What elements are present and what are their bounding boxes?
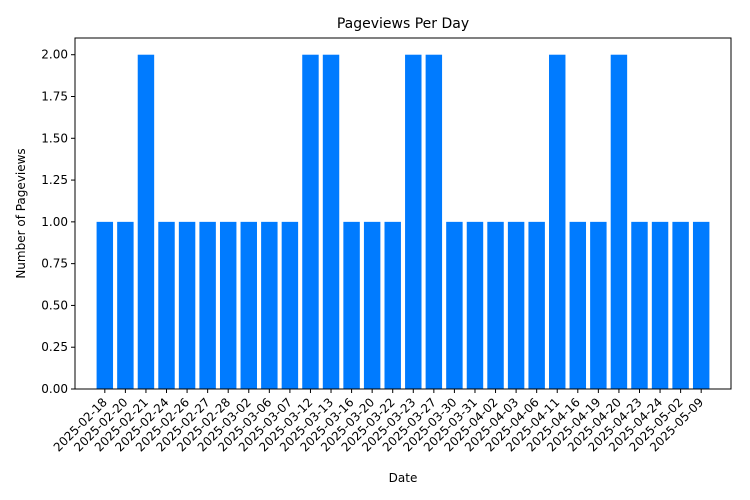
y-tick-label: 1.75 — [41, 90, 68, 104]
bar-2025-03-02 — [240, 221, 257, 389]
bar-2025-03-23 — [405, 54, 422, 390]
bar-2025-03-07 — [281, 221, 299, 389]
y-tick-label: 1.25 — [41, 173, 68, 187]
bar-2025-04-06 — [528, 221, 545, 389]
bar-2025-03-20 — [363, 221, 381, 389]
bar-2025-03-31 — [466, 221, 484, 389]
y-tick-label: 1.50 — [41, 131, 68, 145]
bar-2025-03-30 — [446, 221, 463, 389]
bar-2025-04-16 — [569, 221, 587, 389]
bar-2025-03-27 — [425, 54, 443, 390]
bar-2025-02-21 — [137, 54, 155, 390]
bar-2025-05-09 — [692, 221, 710, 389]
bar-2025-05-02 — [672, 221, 689, 389]
y-tick-label: 0.25 — [41, 340, 68, 354]
bar-2025-02-24 — [158, 221, 175, 389]
bar-2025-02-20 — [117, 221, 134, 389]
bar-2025-02-28 — [219, 221, 237, 389]
bars-group — [96, 54, 710, 390]
bar-2025-03-22 — [384, 221, 401, 389]
y-tick-label: 0.75 — [41, 257, 68, 271]
y-axis-label: Number of Pageviews — [14, 148, 28, 278]
bar-2025-03-06 — [261, 221, 278, 389]
y-tick-label: 0.00 — [41, 382, 68, 396]
bar-2025-04-19 — [590, 221, 607, 389]
chart-title: Pageviews Per Day — [337, 16, 469, 32]
bar-2025-04-24 — [651, 221, 669, 389]
y-axis: 0.00 0.25 0.50 0.75 1.00 1.25 1.50 1.75 2.00 — [41, 48, 75, 396]
x-axis: 2025-02-182025-02-202025-02-212025-02-24… — [51, 389, 706, 454]
bar-2025-03-16 — [343, 221, 360, 389]
bar-2025-02-27 — [199, 221, 216, 389]
y-tick-label: 1.00 — [41, 215, 68, 229]
bar-2025-03-13 — [322, 54, 340, 390]
bar-2025-04-11 — [549, 54, 566, 390]
bar-2025-04-20 — [610, 54, 628, 390]
bar-2025-04-02 — [487, 221, 504, 389]
bar-2025-04-03 — [507, 221, 525, 389]
bar-2025-02-18 — [96, 221, 114, 389]
bar-2025-04-23 — [631, 221, 648, 389]
bar-2025-03-12 — [302, 54, 319, 390]
y-tick-label: 2.00 — [41, 48, 68, 62]
y-tick-label: 0.50 — [41, 298, 68, 312]
x-axis-label: Date — [389, 471, 418, 485]
bar-2025-02-26 — [178, 221, 196, 389]
plot-frame — [74, 37, 732, 390]
